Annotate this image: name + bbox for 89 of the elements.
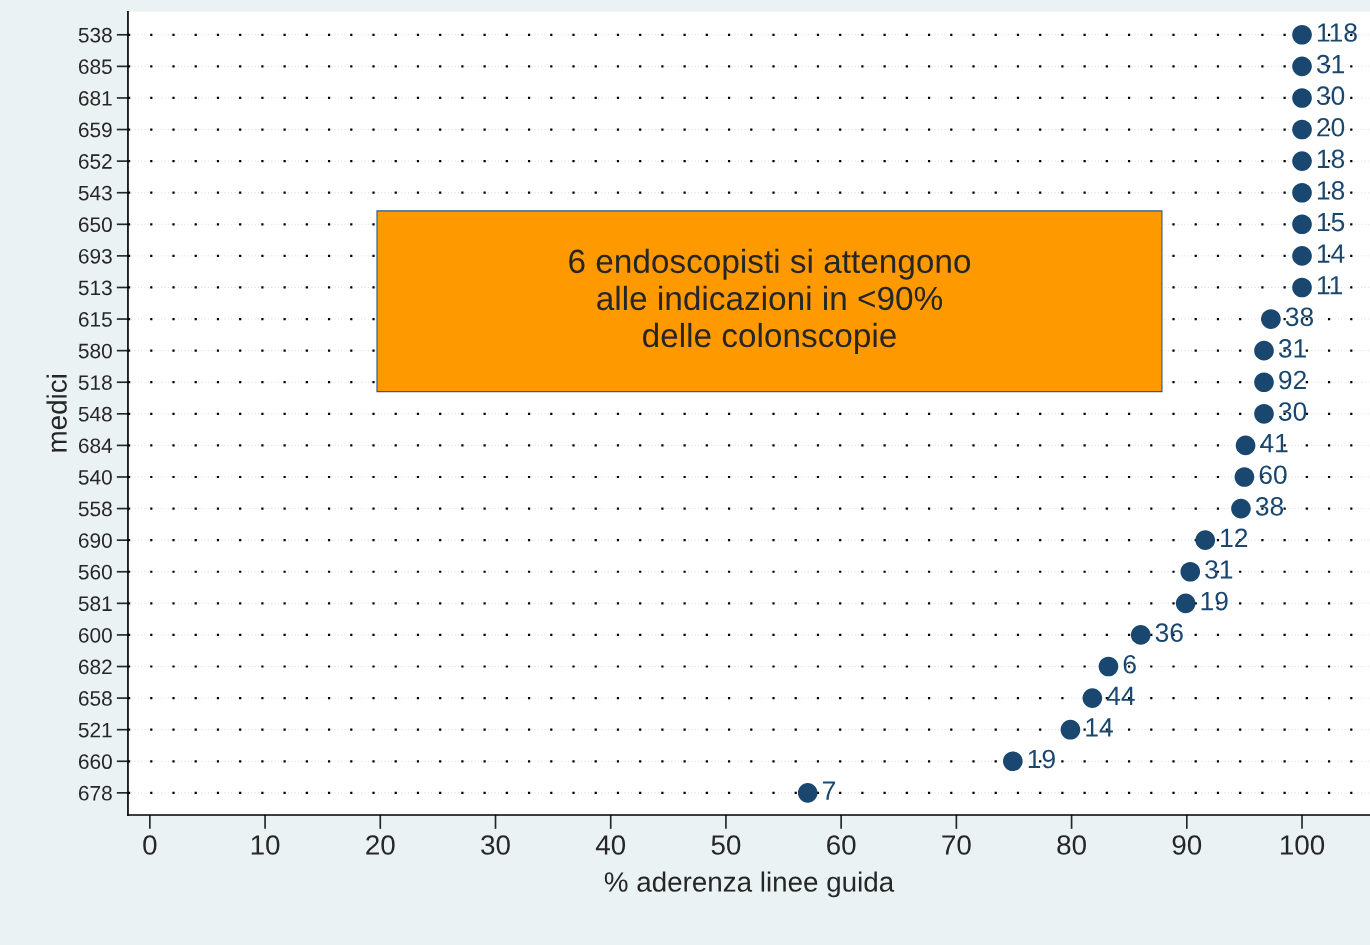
point <box>1175 593 1196 614</box>
y-tick-label: 652 <box>78 154 112 169</box>
annotation: 31 <box>1205 560 1233 579</box>
x-tick-label: 70 <box>942 835 971 855</box>
point <box>1292 151 1312 171</box>
y-tick-label: 690 <box>78 533 112 548</box>
point <box>1098 656 1119 677</box>
annotation: 31 <box>1278 339 1306 358</box>
y-tick-label: 615 <box>78 312 112 327</box>
point <box>1082 688 1103 708</box>
point <box>1292 246 1312 266</box>
point <box>797 783 818 803</box>
point <box>1292 182 1312 203</box>
annotation: 19 <box>1028 749 1055 769</box>
point <box>1130 625 1151 645</box>
annotation: 14 <box>1086 718 1113 737</box>
annotation: 12 <box>1221 528 1248 547</box>
point <box>1231 498 1251 519</box>
y-tick-label: 659 <box>78 122 112 138</box>
x-tick-label: 0 <box>143 835 157 855</box>
y-tick-label: 538 <box>78 27 112 43</box>
point <box>1235 435 1256 456</box>
x-tick-label: 90 <box>1172 835 1202 855</box>
point <box>1292 277 1312 298</box>
point <box>1180 561 1201 582</box>
point <box>1195 530 1216 550</box>
point <box>1292 56 1312 77</box>
y-tick-label: 580 <box>78 343 112 359</box>
x-tick-label: 20 <box>366 835 395 855</box>
annotation: 44 <box>1106 686 1135 705</box>
y-tick-label: 678 <box>78 785 112 801</box>
y-tick-label: 684 <box>78 438 113 454</box>
annotation: 31 <box>1316 54 1344 74</box>
y-tick-label: 513 <box>78 280 112 296</box>
x-tick-label: 50 <box>711 835 741 855</box>
point <box>1261 309 1281 329</box>
point <box>1234 467 1255 487</box>
y-tick-label: 685 <box>78 59 112 75</box>
y-tick-label: 558 <box>78 501 112 517</box>
annotation: 92 <box>1279 370 1306 390</box>
x-tick-label: 60 <box>827 835 856 855</box>
y-tick-label: 521 <box>78 722 112 738</box>
annotation: 38 <box>1255 496 1284 516</box>
y-tick-label: 660 <box>78 754 112 770</box>
x-tick-label: 100 <box>1280 835 1325 855</box>
annotation: 15 <box>1317 212 1345 232</box>
x-tick-label: 80 <box>1057 835 1086 855</box>
annotation: 18 <box>1317 181 1345 200</box>
y-tick-label: 682 <box>78 659 112 675</box>
annotation: 30 <box>1278 402 1307 421</box>
annotation: 38 <box>1285 307 1314 327</box>
annotation: 14 <box>1317 244 1345 263</box>
point <box>1254 372 1274 393</box>
point <box>1292 119 1312 140</box>
y-tick-label: 658 <box>78 691 112 706</box>
y-tick-label: 650 <box>78 217 112 233</box>
x-tick-label: 10 <box>251 835 280 855</box>
annotation: 60 <box>1259 465 1287 485</box>
y-tick-label: 600 <box>78 627 112 643</box>
annotation: 18 <box>1317 149 1345 169</box>
point <box>1292 88 1312 108</box>
y-axis-title: medici <box>46 375 67 452</box>
point <box>1254 340 1274 361</box>
x-axis-title: % aderenza linee guida <box>604 871 895 898</box>
point <box>1060 719 1081 740</box>
y-tick-label: 560 <box>78 564 112 580</box>
y-tick-label: 581 <box>78 596 112 612</box>
x-tick-label: 40 <box>595 835 626 855</box>
y-tick-label: 518 <box>78 375 112 390</box>
point <box>1254 404 1274 424</box>
annotation: 30 <box>1316 86 1345 106</box>
annotation: 20 <box>1317 117 1345 137</box>
x-tick-label: 30 <box>481 835 510 855</box>
y-tick-label: 540 <box>78 469 112 485</box>
annotation: 19 <box>1201 591 1228 611</box>
point <box>1003 751 1023 772</box>
annotation: 41 <box>1260 434 1288 453</box>
annotation: 6 <box>1123 654 1136 674</box>
y-tick-label: 543 <box>78 185 112 201</box>
annotation: 118 <box>1317 23 1357 42</box>
annotation: 6 endoscopisti si attengono alle indicazioni in <90% delle colonscopie <box>569 248 971 354</box>
y-tick-label: 681 <box>78 90 112 106</box>
annotation: 11 <box>1317 276 1343 295</box>
point <box>1292 214 1312 235</box>
y-tick-label: 693 <box>78 248 112 264</box>
point <box>1292 24 1312 45</box>
annotation: 36 <box>1155 623 1183 643</box>
annotation: 7 <box>822 781 835 800</box>
y-tick-label: 548 <box>78 406 112 422</box>
